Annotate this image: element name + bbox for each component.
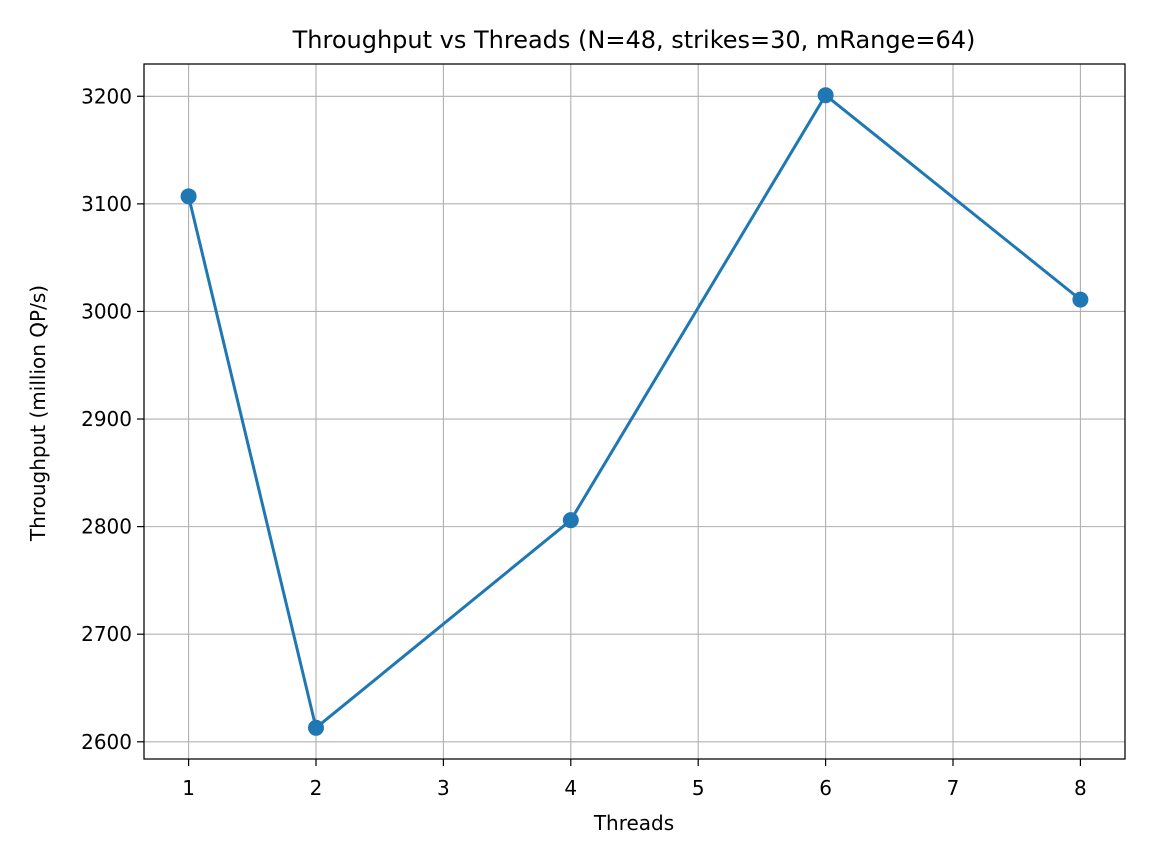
plot-frame	[143, 63, 1126, 760]
y-tick-label: 3200	[81, 84, 132, 108]
x-tick-label: 1	[182, 776, 195, 800]
y-tick-label: 2800	[81, 515, 132, 539]
y-tick-label: 3000	[81, 299, 132, 323]
data-point	[817, 87, 834, 104]
data-point	[1072, 291, 1089, 308]
x-tick-label: 6	[819, 776, 832, 800]
y-axis-label: Throughput (million QP/s)	[26, 285, 50, 542]
y-tick-label: 2700	[81, 622, 132, 646]
x-tick-label: 2	[310, 776, 323, 800]
x-tick-label: 5	[692, 776, 705, 800]
y-tick-label: 2600	[81, 730, 132, 754]
y-tick-label: 2900	[81, 407, 132, 431]
data-point	[180, 188, 197, 205]
axis-ticks: 1 2 3 4 5 6 7 8 2600 2700 2800 2900 3000 3100 3200	[81, 84, 1087, 800]
x-tick-label: 4	[564, 776, 577, 800]
series-layer	[180, 87, 1089, 736]
x-axis-label: Threads	[593, 811, 674, 835]
data-point	[307, 719, 324, 736]
chart-title: Throughput vs Threads (N=48, strikes=30,…	[292, 26, 976, 54]
x-tick-label: 8	[1074, 776, 1087, 800]
x-tick-label: 7	[947, 776, 960, 800]
x-tick-label: 3	[437, 776, 450, 800]
y-tick-label: 3100	[81, 192, 132, 216]
data-point	[562, 512, 579, 529]
